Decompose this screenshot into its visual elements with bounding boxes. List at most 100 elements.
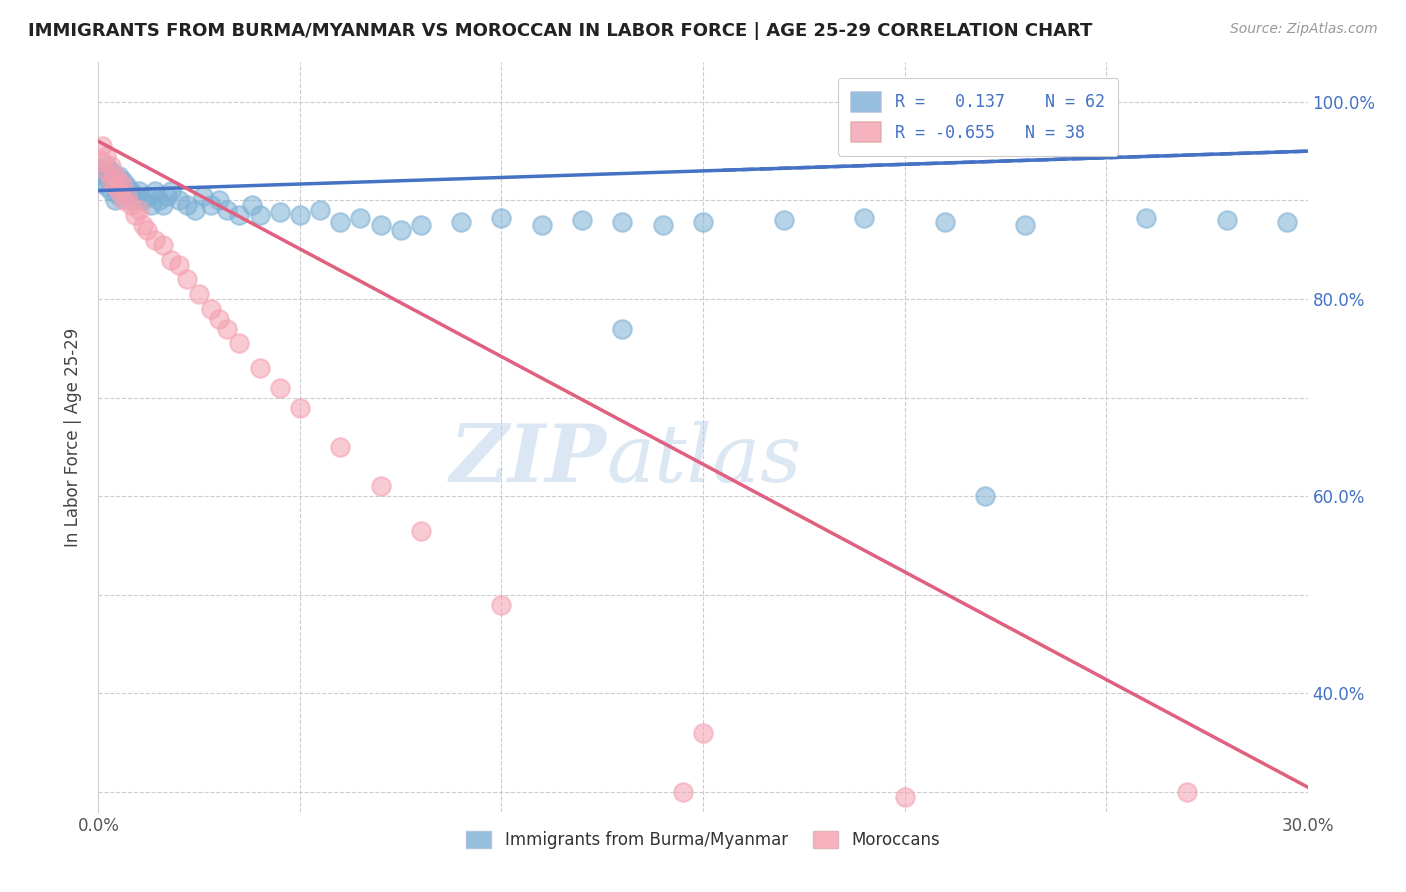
Point: [672, 785, 695, 799]
Point: [152, 198, 174, 212]
Point: [612, 215, 634, 229]
Point: [309, 203, 332, 218]
Point: [217, 321, 239, 335]
Point: [974, 489, 997, 503]
Point: [91, 154, 114, 169]
Point: [132, 218, 155, 232]
Point: [491, 211, 513, 226]
Point: [208, 311, 231, 326]
Point: [1014, 218, 1036, 232]
Point: [96, 164, 118, 178]
Point: [107, 188, 129, 202]
Point: [188, 287, 211, 301]
Point: [184, 203, 207, 218]
Point: [249, 361, 271, 376]
Point: [491, 598, 513, 612]
Point: [100, 159, 122, 173]
Point: [100, 174, 122, 188]
Point: [120, 194, 142, 208]
Point: [329, 440, 352, 454]
Y-axis label: In Labor Force | Age 25-29: In Labor Force | Age 25-29: [65, 327, 83, 547]
Text: atlas: atlas: [606, 421, 801, 499]
Point: [115, 188, 138, 202]
Point: [152, 237, 174, 252]
Point: [269, 381, 291, 395]
Point: [240, 198, 263, 212]
Point: [176, 272, 198, 286]
Point: [100, 184, 122, 198]
Point: [160, 184, 183, 198]
Legend: Immigrants from Burma/Myanmar, Moroccans: Immigrants from Burma/Myanmar, Moroccans: [460, 824, 946, 855]
Point: [120, 198, 142, 212]
Point: [370, 218, 392, 232]
Point: [612, 321, 634, 335]
Point: [143, 184, 166, 198]
Point: [111, 178, 134, 193]
Point: [107, 169, 129, 183]
Point: [103, 178, 125, 193]
Point: [148, 194, 170, 208]
Point: [135, 223, 157, 237]
Point: [96, 159, 118, 173]
Point: [91, 174, 114, 188]
Point: [115, 178, 138, 193]
Point: [160, 252, 183, 267]
Point: [167, 194, 190, 208]
Point: [100, 164, 122, 178]
Point: [135, 188, 157, 202]
Point: [772, 213, 794, 227]
Point: [111, 194, 134, 208]
Point: [107, 184, 129, 198]
Point: [96, 149, 118, 163]
Point: [111, 184, 134, 198]
Point: [120, 184, 142, 198]
Point: [1135, 211, 1157, 226]
Point: [934, 215, 956, 229]
Point: [1216, 213, 1239, 227]
Point: [96, 178, 118, 193]
Point: [349, 211, 371, 226]
Point: [1175, 785, 1198, 799]
Point: [329, 215, 352, 229]
Point: [409, 218, 432, 232]
Point: [200, 301, 222, 316]
Point: [107, 174, 129, 188]
Point: [103, 194, 125, 208]
Point: [450, 215, 472, 229]
Point: [409, 524, 432, 538]
Point: [269, 205, 291, 219]
Point: [692, 726, 714, 740]
Point: [128, 203, 150, 218]
Text: IMMIGRANTS FROM BURMA/MYANMAR VS MOROCCAN IN LABOR FORCE | AGE 25-29 CORRELATION: IMMIGRANTS FROM BURMA/MYANMAR VS MOROCCA…: [28, 22, 1092, 40]
Text: Source: ZipAtlas.com: Source: ZipAtlas.com: [1230, 22, 1378, 37]
Point: [389, 223, 412, 237]
Point: [571, 213, 593, 227]
Point: [103, 169, 125, 183]
Text: ZIP: ZIP: [450, 421, 606, 499]
Point: [249, 208, 271, 222]
Point: [651, 218, 673, 232]
Point: [288, 401, 311, 415]
Point: [124, 188, 146, 202]
Point: [139, 198, 162, 212]
Point: [1277, 215, 1299, 229]
Point: [91, 164, 114, 178]
Point: [176, 198, 198, 212]
Point: [228, 208, 250, 222]
Point: [143, 233, 166, 247]
Point: [893, 789, 915, 804]
Point: [288, 208, 311, 222]
Point: [132, 194, 155, 208]
Point: [692, 215, 714, 229]
Point: [103, 169, 125, 183]
Point: [107, 178, 129, 193]
Point: [193, 188, 215, 202]
Point: [156, 188, 179, 202]
Point: [128, 184, 150, 198]
Point: [208, 194, 231, 208]
Point: [217, 203, 239, 218]
Point: [103, 178, 125, 193]
Point: [91, 139, 114, 153]
Point: [167, 258, 190, 272]
Point: [96, 169, 118, 183]
